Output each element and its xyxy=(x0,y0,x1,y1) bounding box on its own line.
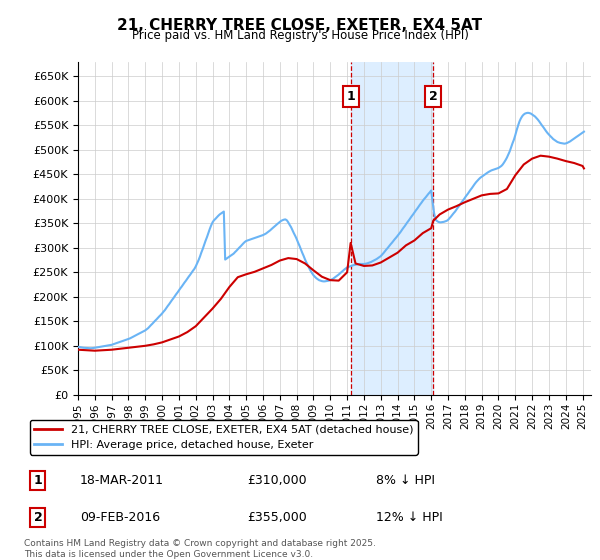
Text: 1: 1 xyxy=(34,474,43,487)
Text: 12% ↓ HPI: 12% ↓ HPI xyxy=(376,511,442,524)
Text: Price paid vs. HM Land Registry's House Price Index (HPI): Price paid vs. HM Land Registry's House … xyxy=(131,29,469,42)
Text: 8% ↓ HPI: 8% ↓ HPI xyxy=(376,474,434,487)
Text: £355,000: £355,000 xyxy=(247,511,307,524)
Text: 2: 2 xyxy=(34,511,43,524)
Text: 21, CHERRY TREE CLOSE, EXETER, EX4 5AT: 21, CHERRY TREE CLOSE, EXETER, EX4 5AT xyxy=(118,18,482,33)
Text: 18-MAR-2011: 18-MAR-2011 xyxy=(80,474,164,487)
Text: 2: 2 xyxy=(429,90,437,103)
Text: Contains HM Land Registry data © Crown copyright and database right 2025.
This d: Contains HM Land Registry data © Crown c… xyxy=(24,539,376,559)
Bar xyxy=(350,62,433,395)
Text: 1: 1 xyxy=(346,90,355,103)
Text: 09-FEB-2016: 09-FEB-2016 xyxy=(80,511,160,524)
Legend: 21, CHERRY TREE CLOSE, EXETER, EX4 5AT (detached house), HPI: Average price, det: 21, CHERRY TREE CLOSE, EXETER, EX4 5AT (… xyxy=(29,420,418,455)
Text: £310,000: £310,000 xyxy=(247,474,307,487)
